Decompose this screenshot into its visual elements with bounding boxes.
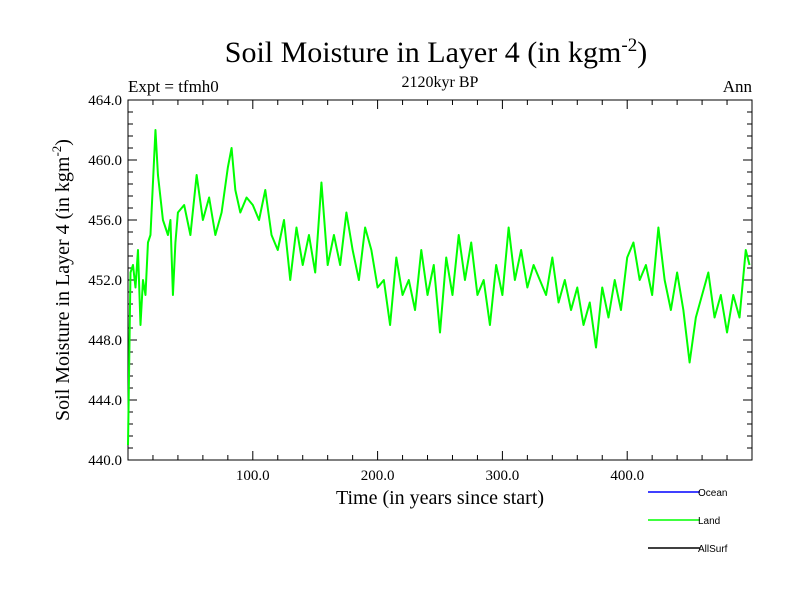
x-axis-label: Time (in years since start) bbox=[336, 487, 544, 509]
x-axis: 100.0 200.0 300.0 400.0 bbox=[152, 100, 753, 484]
legend-label-allsurf: AllSurf bbox=[698, 544, 728, 555]
experiment-label: Expt = tfmh0 bbox=[128, 77, 219, 96]
chart-title: Soil Moisture in Layer 4 (in kgm-2) bbox=[225, 35, 647, 69]
chart-subtitle: 2120kyr BP bbox=[402, 74, 479, 91]
y-axis-label: Soil Moisture in Layer 4 (in kgm-2) bbox=[49, 139, 74, 421]
x-tick-label: 400.0 bbox=[610, 468, 644, 484]
chart-title-main: Soil Moisture in Layer 4 (in kgm bbox=[225, 36, 622, 69]
legend: Ocean Land AllSurf bbox=[648, 488, 728, 555]
x-tick-label: 100.0 bbox=[236, 468, 270, 484]
series-line-land bbox=[127, 129, 751, 446]
y-axis-label-close: ) bbox=[52, 139, 74, 146]
y-tick-label: 440.0 bbox=[88, 453, 122, 469]
series-layer bbox=[127, 129, 751, 446]
x-tick-label: 200.0 bbox=[361, 468, 395, 484]
x-tick-label: 300.0 bbox=[486, 468, 520, 484]
chart-title-sup: -2 bbox=[621, 35, 637, 56]
y-tick-label: 444.0 bbox=[88, 393, 122, 409]
legend-label-land: Land bbox=[698, 516, 720, 527]
y-axis-label-main: Soil Moisture in Layer 4 (in kgm bbox=[52, 156, 74, 421]
plot-area: 440.0 444.0 448.0 452.0 456.0 460.0 464.0 100.… bbox=[88, 93, 753, 484]
legend-label-ocean: Ocean bbox=[698, 488, 727, 499]
chart-title-close: ) bbox=[637, 36, 647, 69]
y-tick-label: 448.0 bbox=[88, 333, 122, 349]
y-tick-label: 464.0 bbox=[88, 93, 122, 109]
y-axis: 440.0 444.0 448.0 452.0 456.0 460.0 464.0 bbox=[88, 93, 752, 469]
season-label: Ann bbox=[723, 77, 753, 96]
y-axis-label-sup: -2 bbox=[49, 146, 64, 157]
y-tick-label: 460.0 bbox=[88, 153, 122, 169]
y-tick-label: 452.0 bbox=[88, 273, 122, 289]
y-tick-label: 456.0 bbox=[88, 213, 122, 229]
